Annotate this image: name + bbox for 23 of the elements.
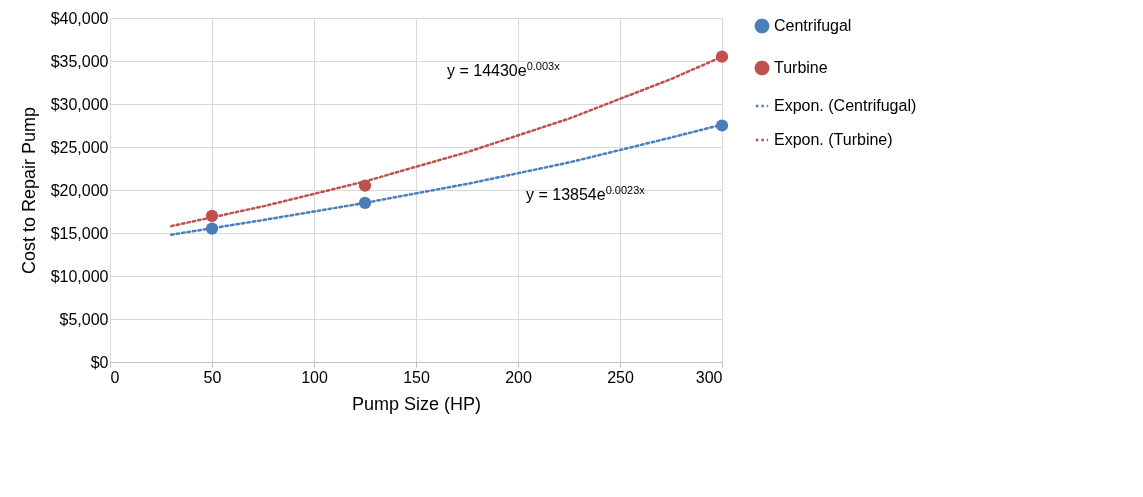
- y-tick-label: $15,000: [50, 224, 109, 242]
- y-tick-label: $40,000: [50, 9, 109, 27]
- legend-label: Expon. (Turbine): [774, 131, 893, 148]
- x-tick-label: 0: [110, 368, 120, 386]
- y-tick-label: $0: [90, 353, 109, 371]
- x-tick-label: 250: [607, 368, 634, 386]
- x-tick-label: 100: [301, 368, 328, 386]
- y-tick-label: $10,000: [50, 267, 109, 285]
- x-tick-label: 150: [403, 368, 430, 386]
- legend-label: Expon. (Centrifugal): [774, 97, 917, 114]
- y-tick-label: $30,000: [50, 95, 109, 113]
- x-axis-title: Pump Size (HP): [351, 393, 482, 414]
- x-tick-label: 300: [695, 368, 723, 386]
- legend-label: Centrifugal: [774, 17, 852, 34]
- y-tick-label: $35,000: [50, 52, 109, 70]
- x-tick-label: 50: [203, 368, 222, 386]
- point: [715, 50, 729, 63]
- y-axis-title: Cost to Repair Pump: [18, 106, 39, 275]
- y-tick-label: $20,000: [50, 181, 109, 199]
- legend-label: Turbine: [774, 59, 828, 76]
- y-tick-label: $5,000: [59, 310, 109, 328]
- x-tick-label: 200: [505, 368, 532, 386]
- y-tick-label: $25,000: [50, 138, 109, 156]
